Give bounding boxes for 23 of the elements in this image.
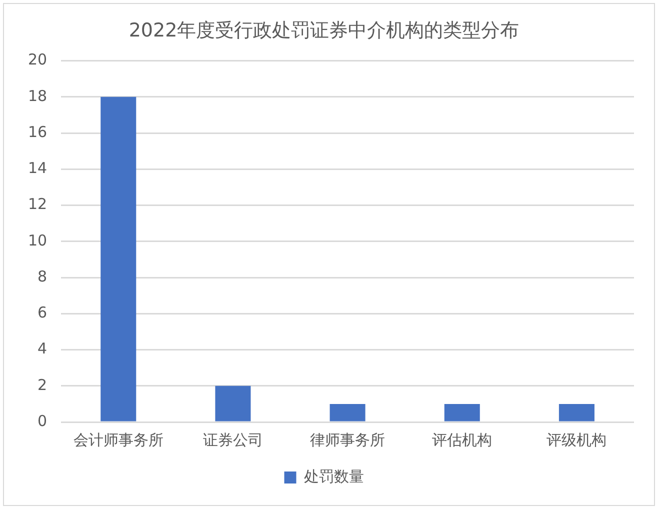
y-tick-label: 0 — [38, 412, 48, 430]
bar — [558, 404, 594, 422]
y-tick-label: 12 — [28, 195, 48, 214]
x-tick-label: 证券公司 — [202, 430, 263, 449]
x-tick-label: 评估机构 — [432, 430, 492, 449]
bar — [100, 96, 136, 422]
x-tick-label: 律师事务所 — [310, 430, 386, 449]
y-tick-label: 6 — [38, 304, 48, 322]
y-tick-label: 18 — [28, 86, 48, 105]
bar — [330, 404, 366, 422]
y-tick-label: 2 — [38, 376, 48, 394]
y-tick-label: 10 — [28, 231, 48, 250]
y-tick-label: 8 — [38, 267, 48, 286]
y-tick-label: 16 — [28, 122, 48, 141]
y-tick-label: 20 — [28, 50, 48, 69]
y-tick-label: 14 — [28, 159, 48, 178]
bar — [444, 404, 480, 422]
x-tick-label: 评级机构 — [546, 430, 607, 449]
legend-label: 处罚数量 — [304, 467, 364, 486]
x-tick-label: 会计师事务所 — [73, 430, 164, 449]
bar — [215, 386, 251, 422]
chart-title: 2022年度受行政处罚证券中介机构的类型分布 — [128, 19, 520, 42]
y-tick-label: 4 — [38, 340, 48, 358]
